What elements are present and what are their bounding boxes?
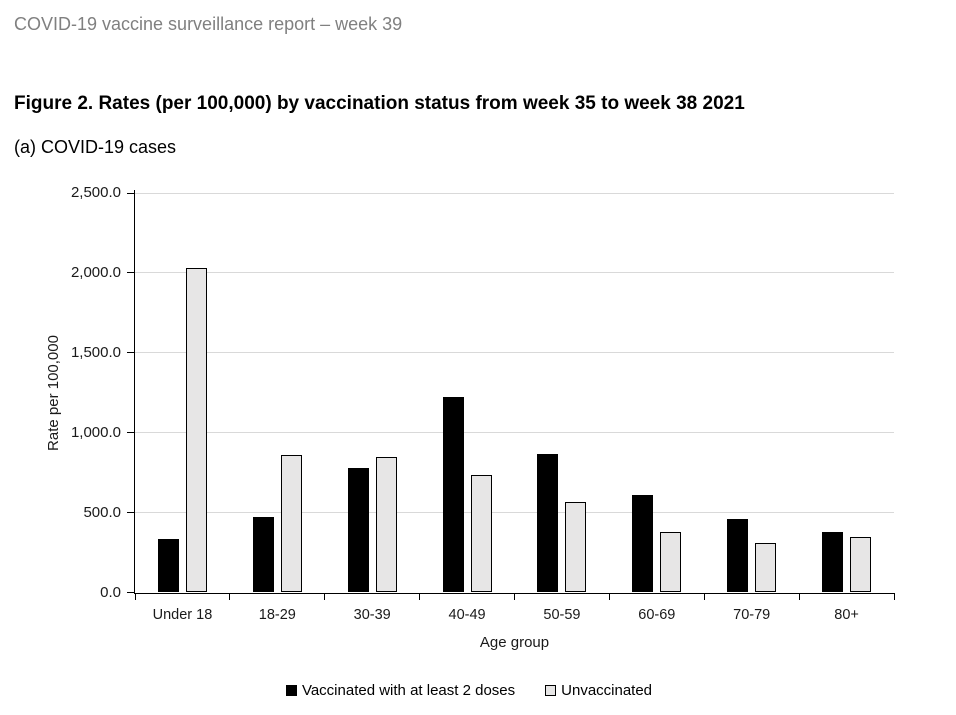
y-tick-label: 1,500.0 bbox=[70, 343, 121, 361]
report-header-title: COVID-19 vaccine surveillance report – w… bbox=[14, 14, 403, 34]
x-tick bbox=[514, 592, 515, 600]
legend-label-unvaccinated: Unvaccinated bbox=[561, 682, 653, 699]
x-tick bbox=[798, 592, 800, 600]
x-tick-label-60-69: 60-69 bbox=[638, 607, 676, 623]
bar-unvaccinated-under-18 bbox=[185, 268, 207, 593]
x-tick-label-under-18: Under 18 bbox=[152, 607, 213, 623]
x-tick bbox=[703, 592, 705, 600]
x-tick-label-70-79: 70-79 bbox=[733, 607, 771, 623]
bar-vaccinated-60-69 bbox=[632, 494, 654, 593]
x-tick-label-30-39: 30-39 bbox=[353, 607, 391, 623]
bar-unvaccinated-40-49 bbox=[470, 474, 492, 593]
legend-item-vaccinated: Vaccinated with at least 2 doses bbox=[285, 682, 516, 699]
bar-vaccinated-80 bbox=[822, 531, 844, 593]
unvaccinated-swatch-icon bbox=[545, 685, 557, 696]
x-axis-title: Age group bbox=[479, 634, 550, 651]
y-tick bbox=[127, 432, 134, 434]
x-tick bbox=[608, 592, 610, 600]
bar-vaccinated-50-59 bbox=[537, 453, 559, 593]
x-tick-label-80: 80+ bbox=[834, 607, 859, 623]
bar-vaccinated-70-79 bbox=[727, 519, 749, 593]
y-tick bbox=[127, 592, 134, 593]
x-tick bbox=[893, 592, 895, 600]
figure-subtitle: (a) COVID-19 cases bbox=[14, 137, 177, 157]
chart-legend: Vaccinated with at least 2 doses Unvacci… bbox=[0, 682, 938, 699]
bar-unvaccinated-18-29 bbox=[280, 454, 302, 593]
legend-label-vaccinated: Vaccinated with at least 2 doses bbox=[301, 682, 516, 699]
gridline bbox=[135, 512, 894, 514]
y-tick bbox=[127, 512, 134, 514]
y-tick-label: 1,000.0 bbox=[70, 423, 121, 441]
y-tick bbox=[127, 192, 134, 194]
bar-unvaccinated-50-59 bbox=[565, 501, 587, 593]
figure-title: Figure 2. Rates (per 100,000) by vaccina… bbox=[14, 93, 745, 114]
x-tick bbox=[324, 592, 326, 600]
y-tick-label: 2,500.0 bbox=[70, 184, 121, 201]
y-tick-label: 500.0 bbox=[83, 503, 121, 521]
y-tick-label: 0.0 bbox=[100, 583, 121, 601]
y-tick-label: 2,000.0 bbox=[70, 263, 121, 281]
gridline bbox=[135, 192, 894, 194]
bar-vaccinated-under-18 bbox=[157, 538, 179, 593]
bar-unvaccinated-70-79 bbox=[755, 542, 777, 593]
y-axis-line bbox=[133, 190, 135, 594]
bar-vaccinated-40-49 bbox=[442, 396, 464, 593]
x-tick-label-40-49: 40-49 bbox=[448, 607, 486, 623]
bar-vaccinated-30-39 bbox=[347, 467, 369, 593]
x-tick-label-18-29: 18-29 bbox=[258, 607, 296, 623]
vaccinated-swatch-icon bbox=[285, 685, 297, 696]
y-axis-title: Rate per 100,000 bbox=[45, 335, 62, 451]
gridline bbox=[135, 272, 894, 274]
bar-unvaccinated-30-39 bbox=[375, 456, 397, 593]
x-axis-line bbox=[133, 592, 894, 594]
y-tick bbox=[127, 272, 134, 274]
y-tick bbox=[127, 352, 134, 354]
x-tick bbox=[134, 592, 136, 600]
bar-unvaccinated-80 bbox=[850, 536, 872, 593]
gridline bbox=[135, 432, 894, 434]
x-tick bbox=[229, 592, 231, 600]
bar-unvaccinated-60-69 bbox=[660, 532, 682, 593]
legend-item-unvaccinated: Unvaccinated bbox=[545, 682, 652, 699]
x-tick-label-50-59: 50-59 bbox=[543, 607, 581, 623]
x-tick bbox=[419, 592, 421, 600]
bar-vaccinated-18-29 bbox=[252, 516, 274, 593]
gridline bbox=[135, 352, 894, 354]
